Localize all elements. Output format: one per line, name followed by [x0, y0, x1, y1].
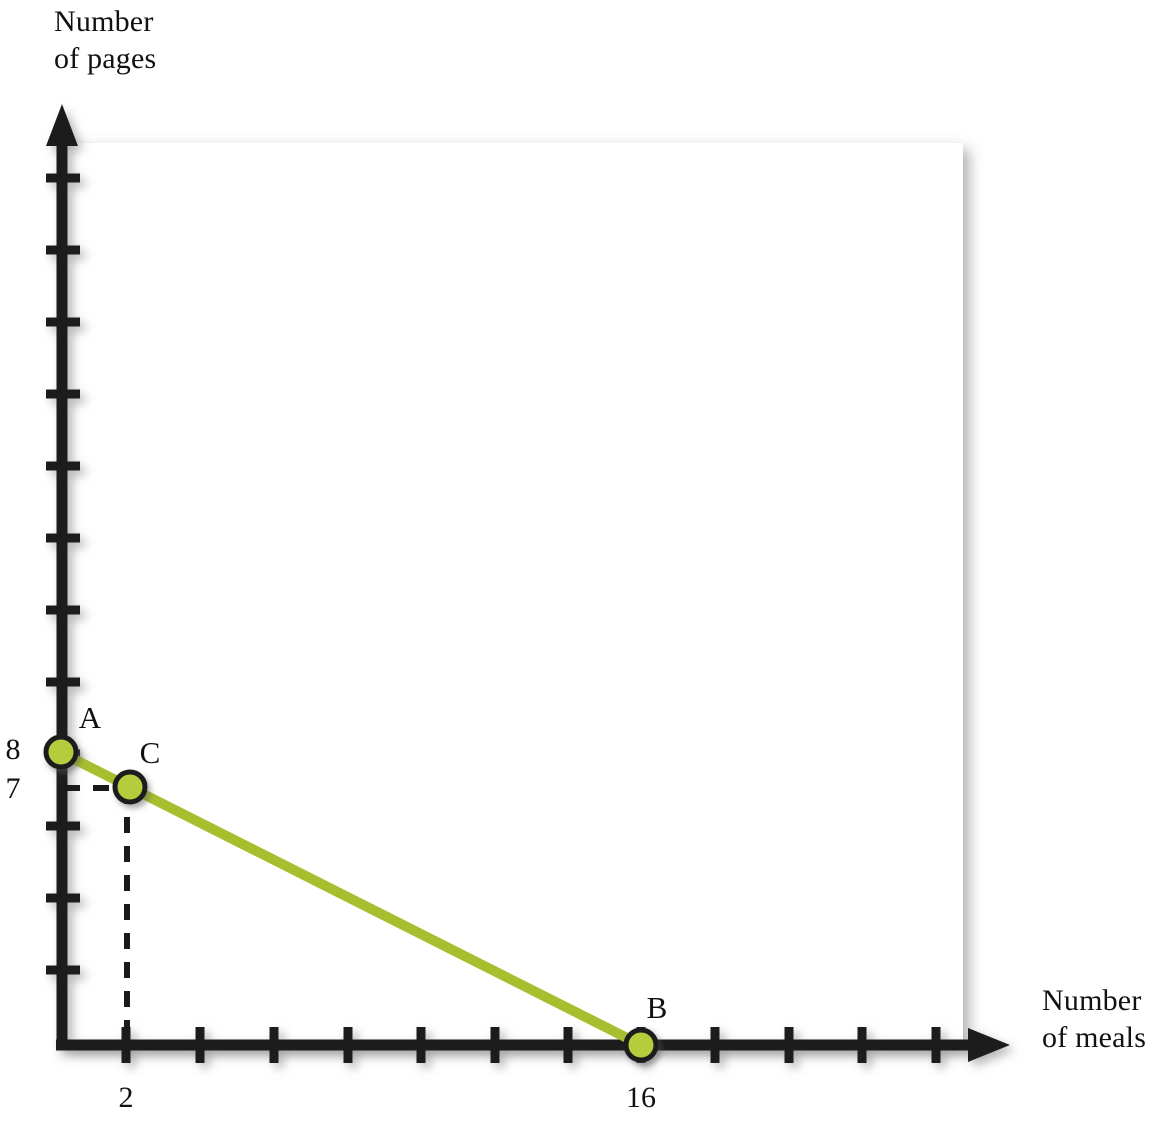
data-point-c[interactable] — [112, 769, 148, 805]
y-axis-title: Number of pages — [54, 5, 157, 75]
x-axis-title: Number of meals — [1042, 984, 1147, 1054]
y-tick-label-8: 8 — [5, 733, 21, 766]
data-point-a[interactable] — [43, 734, 79, 770]
plot-area-panel — [62, 143, 963, 1045]
data-point-label-a: A — [78, 700, 102, 735]
y-axis-arrowhead — [46, 104, 78, 146]
x-tick-label-2: 2 — [118, 1081, 134, 1114]
y-tick-label-7: 7 — [5, 772, 21, 805]
data-point-b[interactable] — [623, 1027, 659, 1063]
data-point-markers — [43, 734, 659, 1063]
data-point-label-c: C — [139, 735, 161, 770]
budget-constraint-line — [55, 747, 646, 1050]
data-point-label-b: B — [646, 990, 668, 1025]
x-tick-label-16: 16 — [626, 1081, 656, 1114]
x-axis-arrowhead — [968, 1028, 1010, 1062]
